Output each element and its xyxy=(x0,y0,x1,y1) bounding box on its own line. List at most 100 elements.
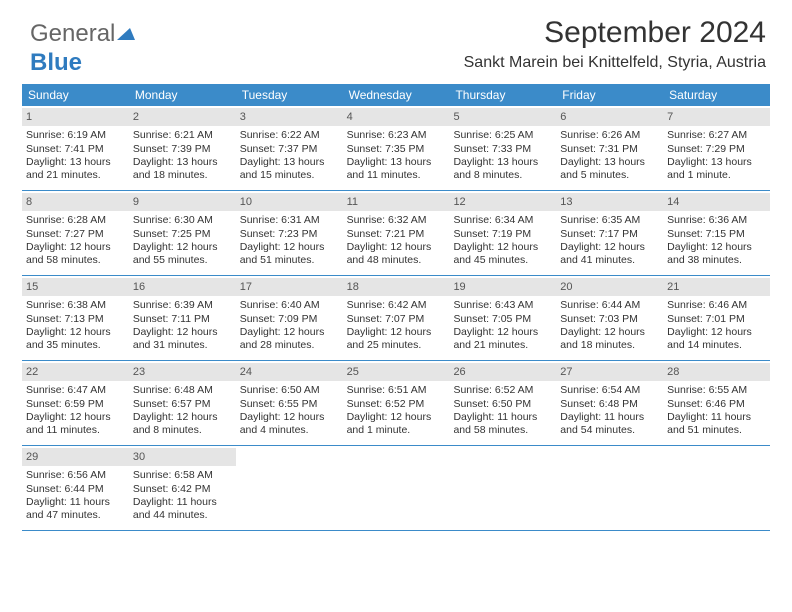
logo-triangle-icon xyxy=(117,21,137,49)
daylight-text: and 15 minutes. xyxy=(240,169,339,182)
day-number: 3 xyxy=(236,108,343,126)
day-number: 9 xyxy=(129,193,236,211)
sunrise-text: Sunrise: 6:46 AM xyxy=(667,299,766,312)
daylight-text: and 58 minutes. xyxy=(453,424,552,437)
sunset-text: Sunset: 7:17 PM xyxy=(560,228,659,241)
daylight-text: and 4 minutes. xyxy=(240,424,339,437)
daylight-text: Daylight: 13 hours xyxy=(240,156,339,169)
day-cell: 4Sunrise: 6:23 AMSunset: 7:35 PMDaylight… xyxy=(343,106,450,190)
sunset-text: Sunset: 7:37 PM xyxy=(240,143,339,156)
day-number: 15 xyxy=(22,278,129,296)
daylight-text: Daylight: 12 hours xyxy=(26,411,125,424)
sunset-text: Sunset: 7:27 PM xyxy=(26,228,125,241)
daylight-text: Daylight: 13 hours xyxy=(26,156,125,169)
day-number: 19 xyxy=(449,278,556,296)
sunrise-text: Sunrise: 6:42 AM xyxy=(347,299,446,312)
sunset-text: Sunset: 7:15 PM xyxy=(667,228,766,241)
daylight-text: and 8 minutes. xyxy=(133,424,232,437)
sunrise-text: Sunrise: 6:52 AM xyxy=(453,384,552,397)
day-cell xyxy=(556,446,663,530)
sunset-text: Sunset: 7:33 PM xyxy=(453,143,552,156)
sunset-text: Sunset: 6:44 PM xyxy=(26,483,125,496)
day-number: 16 xyxy=(129,278,236,296)
daylight-text: and 35 minutes. xyxy=(26,339,125,352)
day-cell: 14Sunrise: 6:36 AMSunset: 7:15 PMDayligh… xyxy=(663,191,770,275)
day-number: 25 xyxy=(343,363,450,381)
sunset-text: Sunset: 7:31 PM xyxy=(560,143,659,156)
sunrise-text: Sunrise: 6:36 AM xyxy=(667,214,766,227)
logo-text-1: General xyxy=(30,20,115,47)
day-number: 22 xyxy=(22,363,129,381)
daylight-text: and 21 minutes. xyxy=(453,339,552,352)
sunset-text: Sunset: 7:07 PM xyxy=(347,313,446,326)
sunset-text: Sunset: 7:41 PM xyxy=(26,143,125,156)
day-cell xyxy=(449,446,556,530)
day-number: 13 xyxy=(556,193,663,211)
week-row: 1Sunrise: 6:19 AMSunset: 7:41 PMDaylight… xyxy=(22,106,770,191)
sunrise-text: Sunrise: 6:51 AM xyxy=(347,384,446,397)
day-number: 2 xyxy=(129,108,236,126)
daylight-text: and 11 minutes. xyxy=(347,169,446,182)
day-number: 20 xyxy=(556,278,663,296)
sunrise-text: Sunrise: 6:30 AM xyxy=(133,214,232,227)
sunset-text: Sunset: 7:19 PM xyxy=(453,228,552,241)
day-cell: 13Sunrise: 6:35 AMSunset: 7:17 PMDayligh… xyxy=(556,191,663,275)
daylight-text: and 55 minutes. xyxy=(133,254,232,267)
day-number: 6 xyxy=(556,108,663,126)
daylight-text: and 45 minutes. xyxy=(453,254,552,267)
daylight-text: Daylight: 11 hours xyxy=(26,496,125,509)
sunset-text: Sunset: 7:21 PM xyxy=(347,228,446,241)
day-cell xyxy=(236,446,343,530)
day-number: 23 xyxy=(129,363,236,381)
day-number: 8 xyxy=(22,193,129,211)
page-title: September 2024 xyxy=(464,16,766,50)
daylight-text: Daylight: 12 hours xyxy=(667,241,766,254)
daylight-text: Daylight: 11 hours xyxy=(667,411,766,424)
daylight-text: Daylight: 12 hours xyxy=(26,326,125,339)
weekday-header: Sunday xyxy=(22,84,129,106)
daylight-text: Daylight: 12 hours xyxy=(560,241,659,254)
day-number: 7 xyxy=(663,108,770,126)
daylight-text: and 54 minutes. xyxy=(560,424,659,437)
day-number: 5 xyxy=(449,108,556,126)
daylight-text: Daylight: 11 hours xyxy=(133,496,232,509)
week-row: 29Sunrise: 6:56 AMSunset: 6:44 PMDayligh… xyxy=(22,446,770,531)
daylight-text: and 28 minutes. xyxy=(240,339,339,352)
daylight-text: Daylight: 13 hours xyxy=(133,156,232,169)
sunrise-text: Sunrise: 6:47 AM xyxy=(26,384,125,397)
day-cell: 22Sunrise: 6:47 AMSunset: 6:59 PMDayligh… xyxy=(22,361,129,445)
sunset-text: Sunset: 6:52 PM xyxy=(347,398,446,411)
weekday-header: Thursday xyxy=(449,84,556,106)
daylight-text: and 1 minute. xyxy=(347,424,446,437)
week-row: 15Sunrise: 6:38 AMSunset: 7:13 PMDayligh… xyxy=(22,276,770,361)
week-row: 22Sunrise: 6:47 AMSunset: 6:59 PMDayligh… xyxy=(22,361,770,446)
day-cell: 3Sunrise: 6:22 AMSunset: 7:37 PMDaylight… xyxy=(236,106,343,190)
daylight-text: and 48 minutes. xyxy=(347,254,446,267)
day-number: 27 xyxy=(556,363,663,381)
daylight-text: and 31 minutes. xyxy=(133,339,232,352)
sunrise-text: Sunrise: 6:55 AM xyxy=(667,384,766,397)
weekday-header: Monday xyxy=(129,84,236,106)
day-cell: 26Sunrise: 6:52 AMSunset: 6:50 PMDayligh… xyxy=(449,361,556,445)
daylight-text: Daylight: 12 hours xyxy=(667,326,766,339)
daylight-text: Daylight: 12 hours xyxy=(453,326,552,339)
sunset-text: Sunset: 7:09 PM xyxy=(240,313,339,326)
daylight-text: and 47 minutes. xyxy=(26,509,125,522)
sunrise-text: Sunrise: 6:31 AM xyxy=(240,214,339,227)
day-number: 12 xyxy=(449,193,556,211)
daylight-text: and 8 minutes. xyxy=(453,169,552,182)
daylight-text: and 51 minutes. xyxy=(240,254,339,267)
day-cell: 2Sunrise: 6:21 AMSunset: 7:39 PMDaylight… xyxy=(129,106,236,190)
daylight-text: Daylight: 13 hours xyxy=(667,156,766,169)
logo: General Blue xyxy=(30,20,137,77)
sunset-text: Sunset: 7:35 PM xyxy=(347,143,446,156)
daylight-text: and 38 minutes. xyxy=(667,254,766,267)
sunset-text: Sunset: 7:25 PM xyxy=(133,228,232,241)
daylight-text: Daylight: 12 hours xyxy=(133,411,232,424)
sunrise-text: Sunrise: 6:23 AM xyxy=(347,129,446,142)
day-number: 18 xyxy=(343,278,450,296)
daylight-text: Daylight: 13 hours xyxy=(560,156,659,169)
sunrise-text: Sunrise: 6:54 AM xyxy=(560,384,659,397)
sunset-text: Sunset: 7:39 PM xyxy=(133,143,232,156)
daylight-text: and 18 minutes. xyxy=(560,339,659,352)
